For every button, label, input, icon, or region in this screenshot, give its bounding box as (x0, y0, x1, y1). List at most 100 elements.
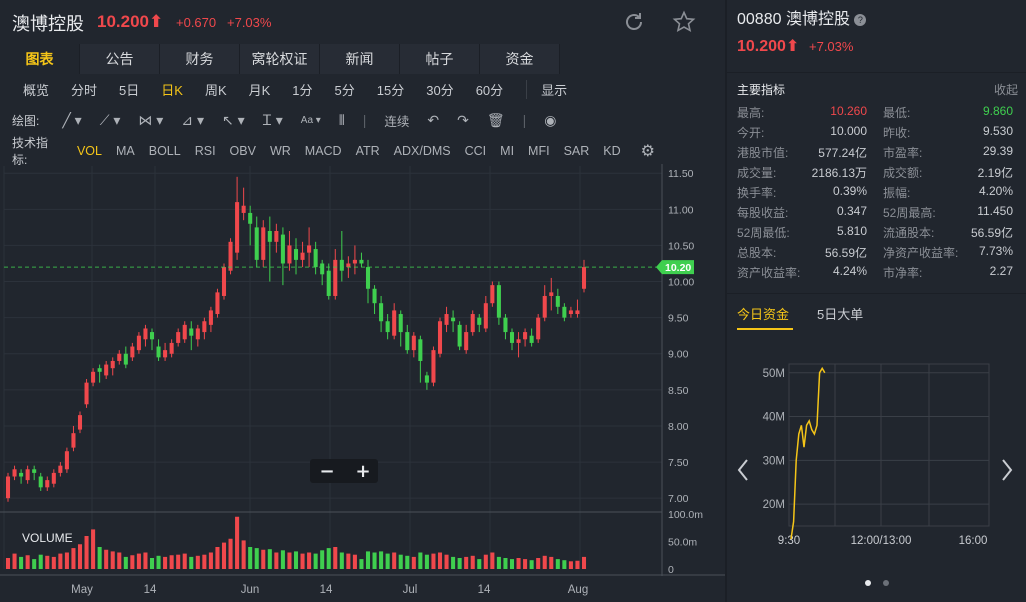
volume-label: VOLUME (22, 531, 73, 545)
volume-bar (549, 556, 554, 569)
zoom-in-button[interactable]: + (355, 461, 370, 482)
volume-bar (163, 556, 168, 569)
star-icon[interactable] (672, 10, 696, 34)
period-9[interactable]: 30分 (426, 82, 454, 98)
indicator-4[interactable]: OBV (229, 144, 256, 158)
arrow-up-icon: ⬆ (149, 12, 164, 31)
metric-value: 2.19亿 (977, 166, 1013, 180)
period-5[interactable]: 月K (248, 82, 271, 98)
tab-0[interactable]: 图表 (0, 44, 80, 74)
candle-body (575, 310, 580, 315)
tab-today-funds[interactable]: 今日资金 (737, 307, 790, 322)
candle-body (58, 465, 63, 473)
tab-5day-large-orders[interactable]: 5日大单 (817, 307, 864, 322)
indicator-13[interactable]: KD (603, 144, 621, 158)
candle-body (503, 317, 508, 333)
eye-icon[interactable]: ◉ (544, 111, 557, 128)
redo-icon[interactable]: ↷ (457, 111, 469, 128)
candle-body (149, 332, 155, 340)
chevron-right-icon[interactable] (1002, 459, 1013, 481)
channel-tool-icon[interactable]: ⋈ ▾ (138, 111, 164, 128)
volume-bar (372, 552, 377, 569)
trash-icon[interactable]: 🗑 (486, 111, 505, 128)
metric-value: 577.24亿 (818, 146, 867, 160)
candle-body (372, 288, 377, 304)
candle-body (333, 259, 338, 296)
refresh-icon[interactable] (622, 10, 646, 34)
metric-value: 4.20% (978, 184, 1013, 198)
volume-bar (241, 540, 246, 569)
chevron-left-icon[interactable] (737, 459, 748, 481)
tab-4[interactable]: 新闻 (320, 44, 400, 74)
candle-body (307, 245, 312, 253)
collapse-button[interactable]: 收起 (993, 83, 1018, 97)
indicator-7[interactable]: ATR (355, 144, 380, 158)
volume-bar (490, 552, 495, 569)
x-tick-label: 14 (144, 584, 157, 596)
metric-value: 56.59亿 (824, 246, 867, 260)
x-tick-label: Jul (403, 584, 418, 596)
indicator-settings-icon[interactable]: ⚙ (640, 143, 655, 160)
metric-cell: 市盈率: 29.39 (873, 144, 1019, 164)
pager-dot[interactable] (883, 580, 889, 586)
indicator-1[interactable]: MA (115, 144, 135, 158)
y-tick-label: 20M (763, 499, 785, 511)
period-2[interactable]: 5日 (119, 82, 140, 98)
volume-bar (274, 552, 279, 569)
pager-dot-active[interactable] (865, 580, 871, 586)
period-7[interactable]: 5分 (334, 82, 355, 98)
indicator-9[interactable]: CCI (464, 144, 487, 158)
tab-1[interactable]: 公告 (80, 44, 160, 74)
tab-6[interactable]: 资金 (480, 44, 560, 74)
continuous-toggle[interactable]: 连续 (384, 114, 410, 129)
zoom-out-button[interactable]: − (319, 461, 334, 482)
candle-body (163, 350, 168, 358)
indicator-11[interactable]: MFI (528, 144, 550, 158)
period-6[interactable]: 1分 (292, 82, 313, 98)
indicator-8[interactable]: ADX/DMS (393, 144, 451, 158)
candle-body (228, 241, 233, 271)
undo-icon[interactable]: ↶ (427, 111, 440, 128)
help-icon[interactable]: ? (854, 14, 867, 26)
arrow-tool-icon[interactable]: ↖ ▾ (222, 111, 245, 128)
indicator-3[interactable]: RSI (194, 144, 216, 158)
line-tool-icon[interactable]: ╱ ▾ (62, 111, 82, 128)
indicator-12[interactable]: SAR (563, 144, 590, 158)
candle-body (542, 295, 547, 318)
text-cursor-tool-icon[interactable]: Ꮖ ▾ (262, 111, 283, 128)
candle-body (241, 205, 246, 213)
period-3[interactable]: 日K (161, 82, 183, 98)
metrics-row: 成交量: 2186.13万 成交额: 2.19亿 (727, 164, 1026, 184)
candle-body (379, 303, 384, 322)
metric-value: 29.39 (982, 144, 1013, 158)
tab-3[interactable]: 窝轮权证 (240, 44, 320, 74)
metric-value: 10.000 (830, 124, 867, 138)
tab-2[interactable]: 财务 (160, 44, 240, 74)
indicator-5[interactable]: WR (269, 144, 291, 158)
period-1[interactable]: 分时 (71, 82, 98, 98)
indicator-2[interactable]: BOLL (148, 144, 181, 158)
trend-tool-icon[interactable]: ⟋ ▾ (99, 111, 121, 128)
volume-bar (45, 555, 50, 569)
arrow-up-icon: ⬆ (785, 38, 800, 55)
font-tool-icon[interactable]: Aa ▾ (300, 114, 321, 126)
candle-body (457, 324, 462, 347)
period-11[interactable]: 显示 (526, 79, 578, 99)
fund-tabs: 今日资金 5日大单 (727, 293, 1026, 330)
indicator-6[interactable]: MACD (304, 144, 342, 158)
period-4[interactable]: 周K (204, 82, 227, 98)
volume-bar (91, 529, 96, 569)
metric-cell: 流通股本: 56.59亿 (873, 224, 1019, 244)
indicator-0[interactable]: VOL (76, 144, 102, 158)
pattern-tool-icon[interactable]: ⊿ ▾ (181, 111, 204, 128)
candle-body (25, 469, 30, 481)
candlestick-chart[interactable]: 11.50 11.00 10.50 10.00 9.50 9.00 8.50 8.00 7.50… (0, 164, 725, 602)
period-0[interactable]: 概览 (23, 82, 50, 98)
measure-tool-icon[interactable]: ⫴ (338, 111, 345, 128)
candle-body (202, 321, 207, 333)
period-8[interactable]: 15分 (376, 82, 405, 98)
tab-5[interactable]: 帖子 (400, 44, 480, 74)
volume-bar (568, 561, 573, 569)
indicator-10[interactable]: MI (500, 144, 515, 158)
period-10[interactable]: 60分 (475, 82, 504, 98)
